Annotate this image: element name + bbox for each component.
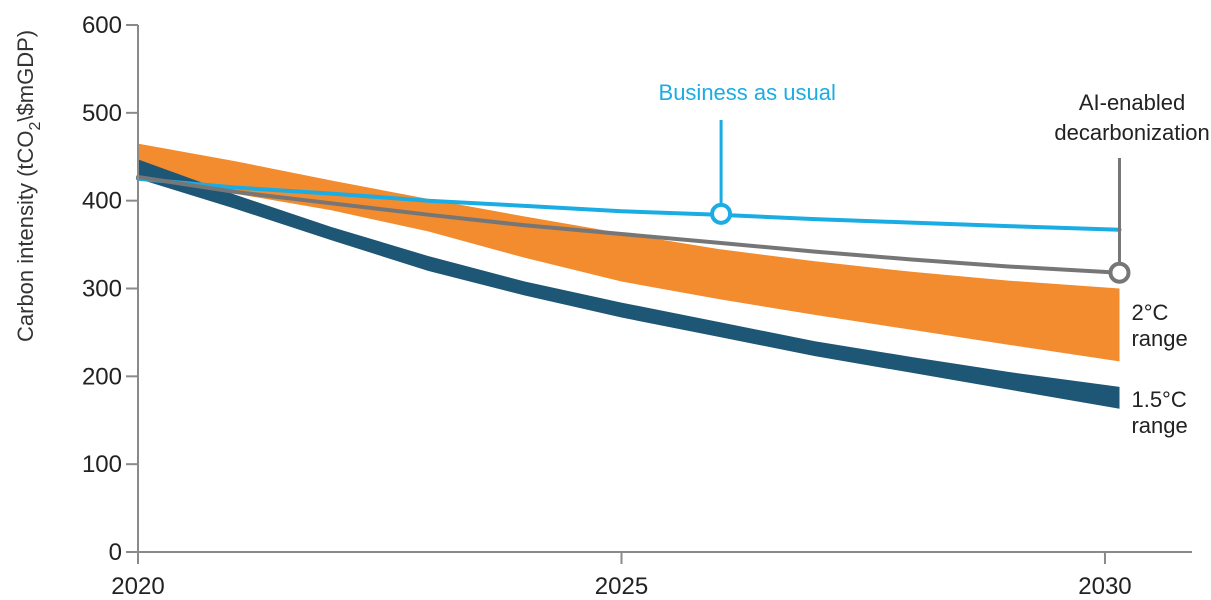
- series-label-ai-enabled-decarbonization-line-2: decarbonization: [1054, 120, 1209, 145]
- x-tick-label-2025: 2025: [595, 573, 648, 600]
- series-marker-business-as-usual: [710, 202, 733, 225]
- band-label-1-5-c-range-line-2: range: [1131, 413, 1187, 438]
- lines-layer: [136, 120, 1131, 284]
- axes-layer: 0 100 200 300 400 500 600 2020 2025 2030: [82, 12, 1192, 600]
- series-marker-ai-enabled-decarbonization: [1108, 261, 1131, 284]
- y-tick-label-300: 300: [82, 276, 122, 303]
- bands-layer: [138, 143, 1120, 409]
- y-tick-label-500: 500: [82, 100, 122, 127]
- y-axis-title: Carbon intensity (tCO2\$mGDP): [13, 30, 44, 342]
- x-tick-label-2020: 2020: [111, 573, 164, 600]
- band-label-2-c-range-line-1: 2°C: [1131, 300, 1168, 325]
- series-line-business-as-usual: [136, 176, 1122, 232]
- series-label-ai-enabled-decarbonization-line-1: AI-enabled: [1079, 90, 1185, 115]
- band-label-2-c-range-line-2: range: [1131, 326, 1187, 351]
- labels-layer: Business as usual AI-enabled decarbonizati…: [659, 80, 1210, 438]
- y-tick-label-200: 200: [82, 363, 122, 390]
- band-label-1-5-c-range-line-1: 1.5°C: [1131, 387, 1186, 412]
- series-label-business-as-usual-line-1: Business as usual: [659, 80, 836, 105]
- band-2-c-range: [138, 143, 1120, 362]
- y-tick-label-600: 600: [82, 12, 122, 39]
- x-tick-label-2030: 2030: [1078, 573, 1131, 600]
- y-tick-label-0: 0: [109, 539, 122, 566]
- y-tick-label-100: 100: [82, 451, 122, 478]
- y-tick-label-400: 400: [82, 188, 122, 215]
- band-1-5-c-range: [138, 159, 1120, 409]
- series-line-ai-enabled-decarbonization: [136, 175, 1122, 275]
